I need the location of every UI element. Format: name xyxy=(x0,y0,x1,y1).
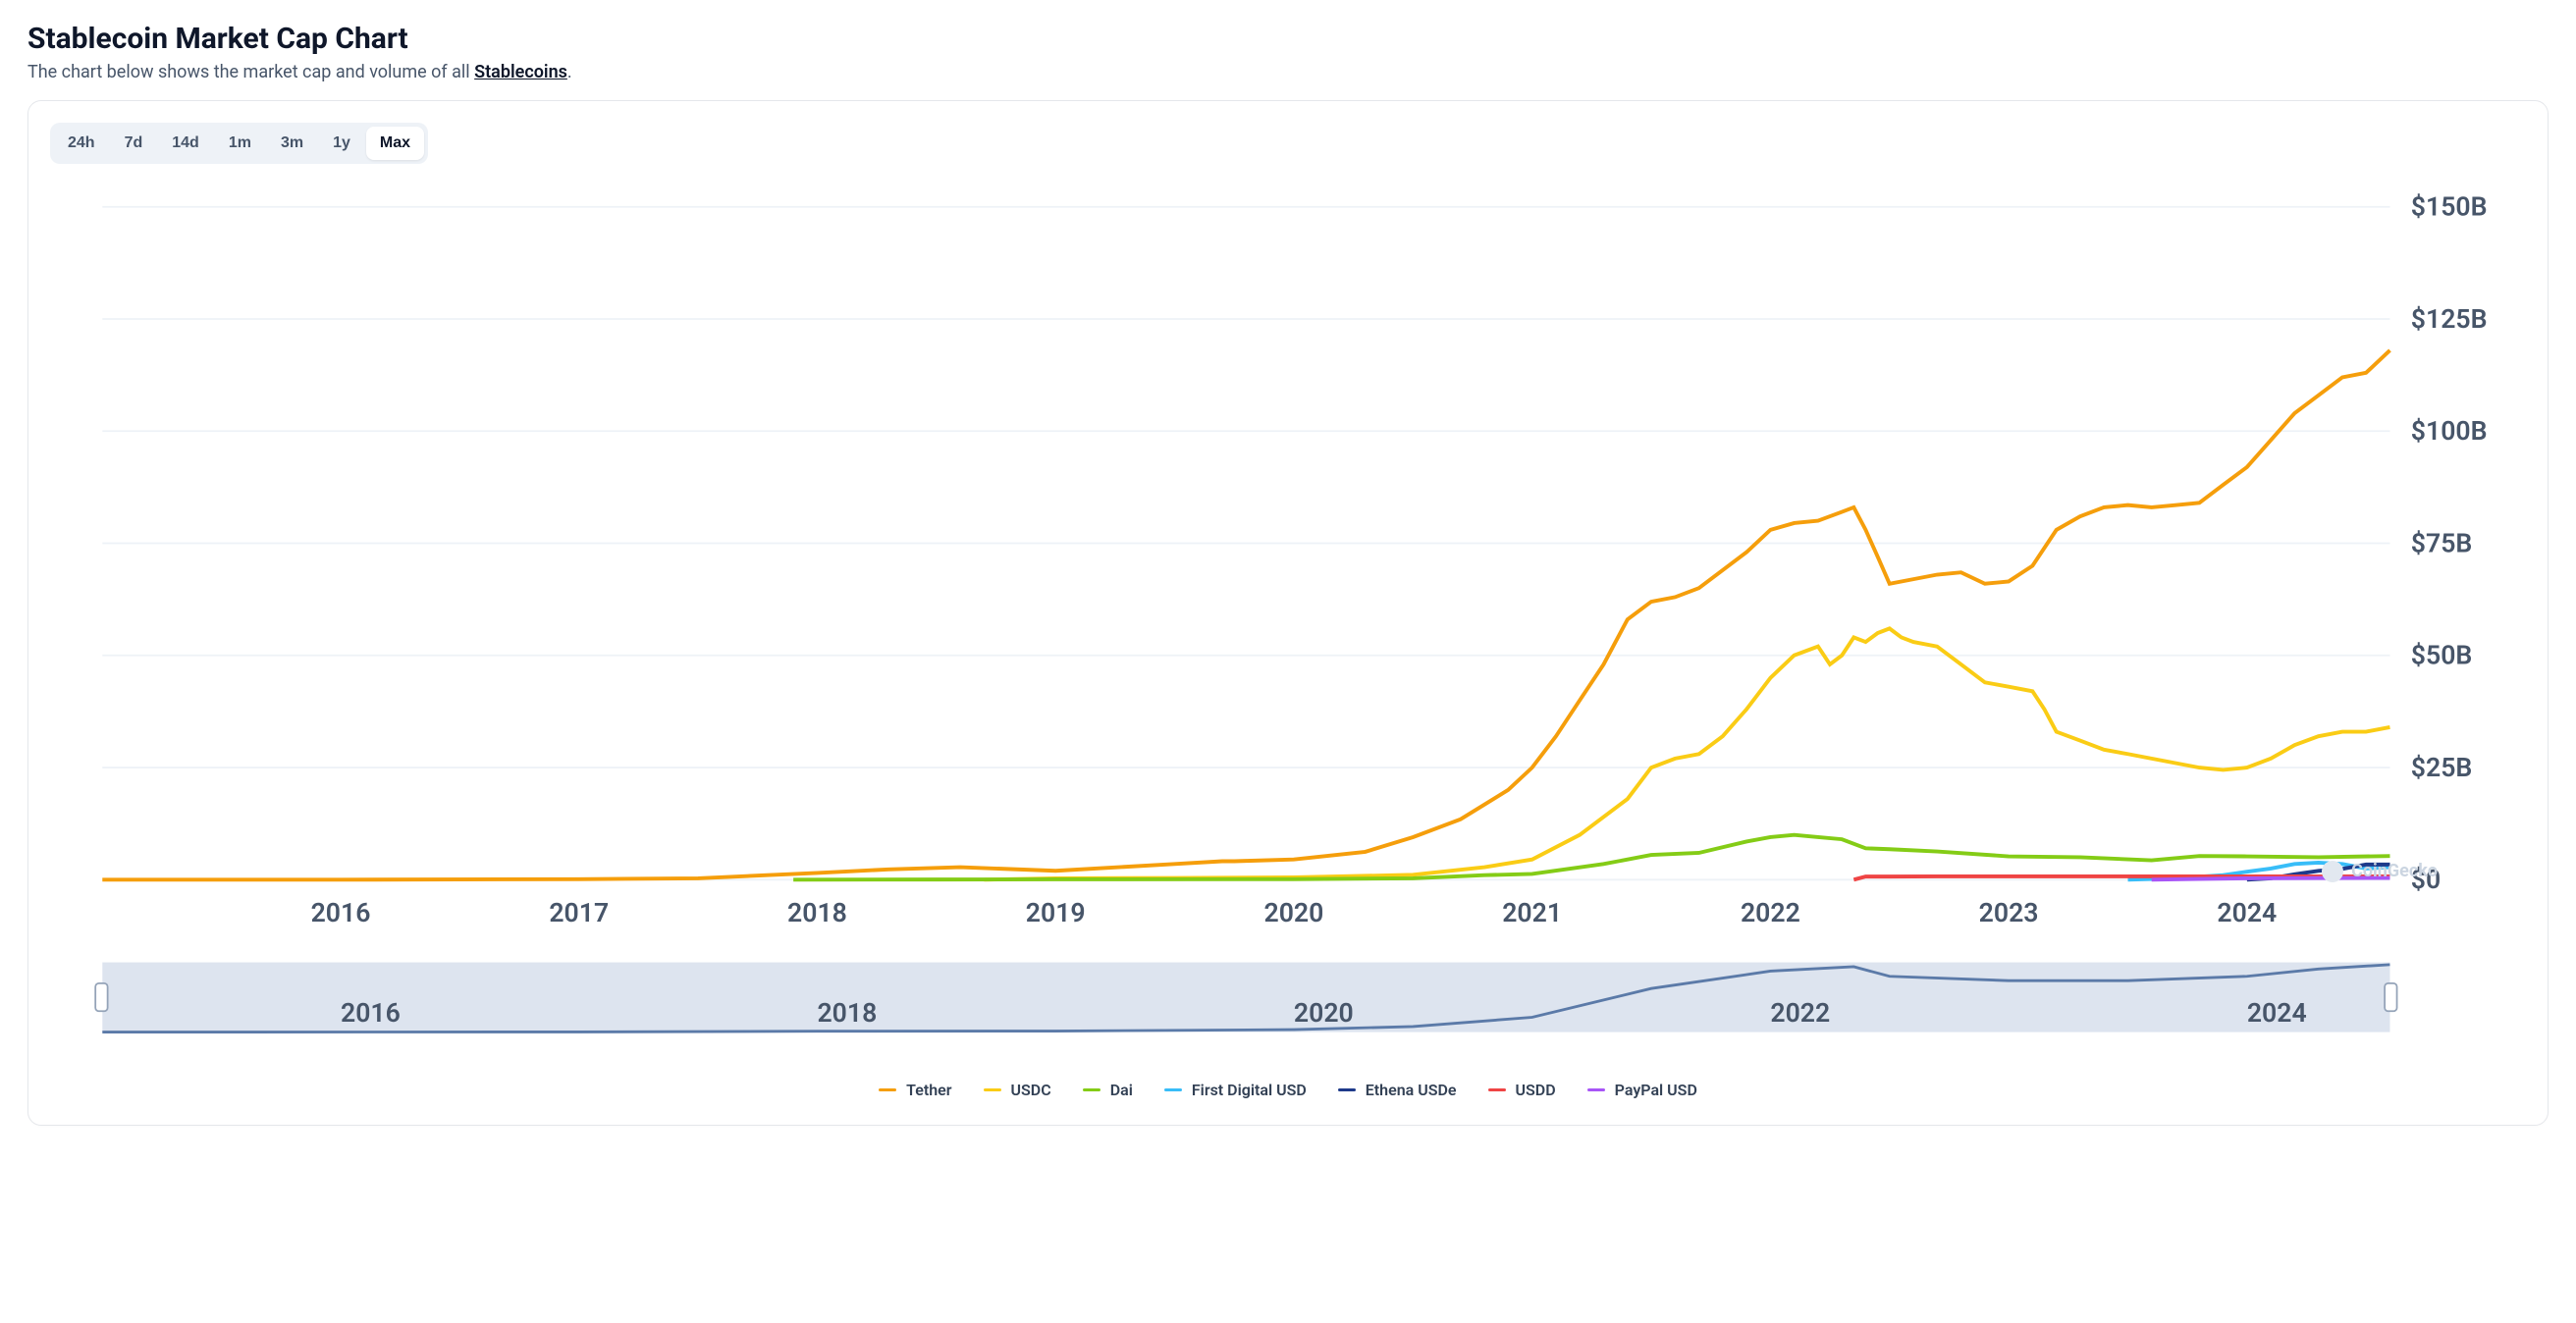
page-subtitle: The chart below shows the market cap and… xyxy=(27,62,2549,82)
range-tab-7d[interactable]: 7d xyxy=(111,127,157,160)
legend-swatch xyxy=(1338,1088,1356,1091)
legend-swatch xyxy=(984,1088,1001,1091)
range-tab-1m[interactable]: 1m xyxy=(215,127,265,160)
y-tick-label: $150B xyxy=(2411,191,2488,223)
legend-label: USDD xyxy=(1516,1081,1556,1099)
series-usdc[interactable] xyxy=(984,628,2389,879)
nav-x-tick: 2020 xyxy=(1294,997,1354,1029)
navigator-handle-right[interactable] xyxy=(2385,983,2396,1011)
legend-swatch xyxy=(1587,1088,1605,1091)
subtitle-prefix: The chart below shows the market cap and… xyxy=(27,62,474,82)
range-tab-max[interactable]: Max xyxy=(366,127,424,160)
subtitle-suffix: . xyxy=(567,62,572,82)
legend-label: First Digital USD xyxy=(1192,1081,1307,1099)
range-tabs: 24h7d14d1m3m1yMax xyxy=(50,123,428,164)
nav-x-tick: 2016 xyxy=(341,997,401,1029)
x-tick-label: 2020 xyxy=(1263,897,1323,928)
range-tab-14d[interactable]: 14d xyxy=(158,127,213,160)
navigator-chart[interactable]: 2016 2018 2020 2022 2024 xyxy=(50,959,2526,1064)
legend-item-dai[interactable]: Dai xyxy=(1083,1081,1133,1099)
x-tick-label: 2024 xyxy=(2217,897,2277,928)
y-tick-label: $100B xyxy=(2411,415,2488,447)
legend-item-tether[interactable]: Tether xyxy=(879,1081,951,1099)
legend-label: Dai xyxy=(1110,1081,1133,1099)
legend-swatch xyxy=(1488,1088,1506,1091)
legend-item-first-digital-usd[interactable]: First Digital USD xyxy=(1164,1081,1307,1099)
chart-navigator[interactable]: 2016 2018 2020 2022 2024 xyxy=(50,959,2526,1064)
nav-x-tick: 2024 xyxy=(2247,997,2307,1029)
y-tick-label: $50B xyxy=(2411,640,2473,671)
range-tab-3m[interactable]: 3m xyxy=(267,127,317,160)
y-tick-label: $25B xyxy=(2411,752,2473,783)
nav-x-tick: 2018 xyxy=(817,997,877,1029)
legend-label: USDC xyxy=(1011,1081,1051,1099)
x-tick-label: 2018 xyxy=(787,897,847,928)
legend-swatch xyxy=(1164,1088,1182,1091)
legend-item-usdc[interactable]: USDC xyxy=(984,1081,1051,1099)
legend-item-ethena-usde[interactable]: Ethena USDe xyxy=(1338,1081,1457,1099)
stablecoins-link[interactable]: Stablecoins xyxy=(474,62,567,82)
legend-label: PayPal USD xyxy=(1615,1081,1697,1099)
chart-legend: Tether USDC Dai First Digital USD Ethena USD… xyxy=(50,1081,2526,1099)
navigator-bg[interactable] xyxy=(102,962,2389,1032)
x-tick-label: 2021 xyxy=(1502,897,1562,928)
nav-x-tick: 2022 xyxy=(1770,997,1830,1029)
legend-swatch xyxy=(1083,1088,1100,1091)
y-tick-label: $125B xyxy=(2411,303,2488,335)
series-dai[interactable] xyxy=(793,835,2389,880)
x-tick-label: 2019 xyxy=(1026,897,1086,928)
x-tick-label: 2023 xyxy=(1979,897,2039,928)
legend-item-paypal-usd[interactable]: PayPal USD xyxy=(1587,1081,1697,1099)
x-tick-label: 2022 xyxy=(1741,897,1800,928)
range-tab-24h[interactable]: 24h xyxy=(54,127,109,160)
y-tick-label: $0 xyxy=(2411,864,2441,895)
series-tether[interactable] xyxy=(102,350,2389,879)
series-paypal-usd[interactable] xyxy=(2152,878,2390,880)
navigator-handle-left[interactable] xyxy=(95,983,107,1011)
chart-card: 24h7d14d1m3m1yMax $0 $25B $50B $75B $100B $12… xyxy=(27,100,2549,1126)
legend-label: Ethena USDe xyxy=(1366,1081,1457,1099)
legend-item-usdd[interactable]: USDD xyxy=(1488,1081,1556,1099)
range-tab-1y[interactable]: 1y xyxy=(319,127,364,160)
legend-swatch xyxy=(879,1088,896,1091)
main-chart[interactable]: $0 $25B $50B $75B $100B $125B $150B 2016 2017 201… xyxy=(50,189,2526,939)
y-tick-label: $75B xyxy=(2411,527,2473,558)
x-tick-label: 2017 xyxy=(549,897,609,928)
page-title: Stablecoin Market Cap Chart xyxy=(27,22,2549,56)
x-tick-label: 2016 xyxy=(311,897,371,928)
chart-area: $0 $25B $50B $75B $100B $125B $150B 2016 2017 201… xyxy=(50,189,2526,939)
legend-label: Tether xyxy=(906,1081,951,1099)
